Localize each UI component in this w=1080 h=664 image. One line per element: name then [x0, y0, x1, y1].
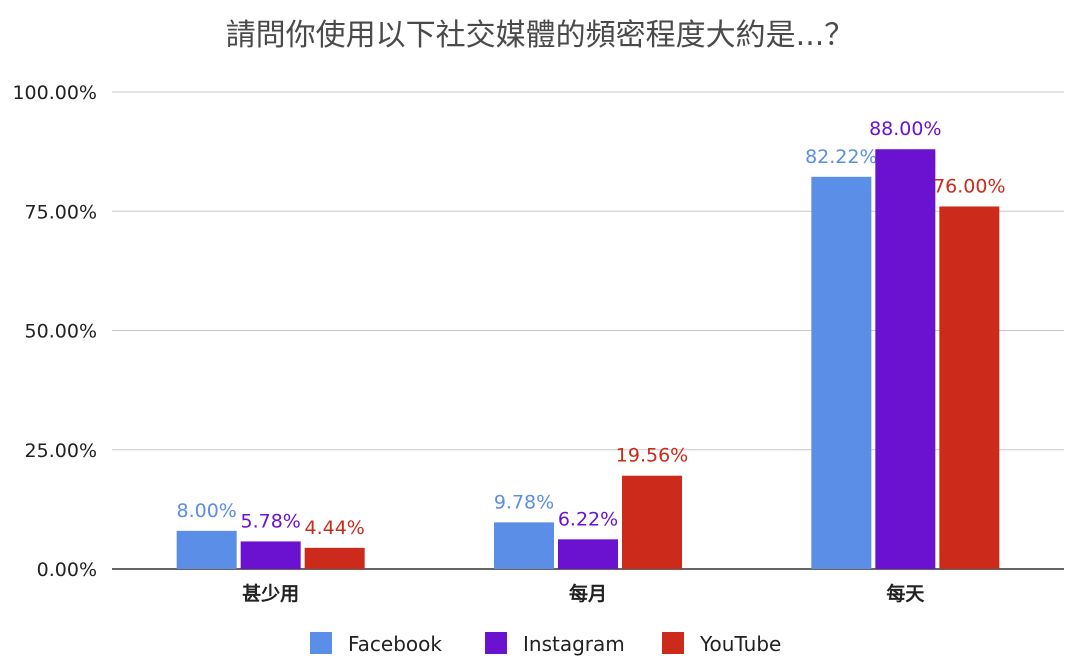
legend-label: Instagram	[523, 632, 625, 656]
data-label: 8.00%	[176, 500, 236, 522]
data-label: 82.22%	[805, 146, 877, 168]
legend-label: Facebook	[348, 632, 442, 656]
data-label: 9.78%	[494, 491, 554, 513]
bar-facebook	[176, 530, 237, 569]
data-label: 88.00%	[869, 118, 941, 140]
chart-title: 請問你使用以下社交媒體的頻密程度大約是...？	[226, 18, 855, 53]
data-label: 6.22%	[558, 508, 618, 530]
bar-instagram	[875, 149, 936, 570]
data-label: 19.56%	[616, 445, 688, 467]
data-label: 76.00%	[933, 175, 1005, 197]
y-tick-label: 100.00%	[12, 82, 97, 104]
bar-instagram	[558, 539, 618, 569]
data-label: 4.44%	[304, 517, 364, 539]
bar-youtube	[304, 547, 365, 569]
legend-swatch	[310, 632, 332, 654]
bar-instagram	[240, 541, 301, 569]
bars: 8.00% 5.78% 4.44% 9.78%6.22% 19.56% 82.22% 88.…	[176, 118, 1006, 570]
legend-label: YouTube	[699, 632, 781, 656]
bar-facebook	[494, 522, 554, 569]
y-tick-label: 0.00%	[37, 559, 97, 581]
legend-swatch	[485, 632, 507, 654]
x-tick-label: 每月	[569, 582, 607, 605]
bar-facebook	[811, 176, 872, 569]
data-label: 5.78%	[240, 510, 300, 532]
bar-youtube	[622, 475, 682, 569]
y-tick-label: 50.00%	[25, 321, 97, 343]
y-tick-label: 25.00%	[25, 440, 97, 462]
x-axis: 甚少用 每月 每天	[242, 582, 925, 605]
bar-youtube	[939, 206, 1000, 570]
legend: Facebook Instagram YouTube	[310, 632, 781, 656]
x-tick-label: 每天	[886, 582, 925, 605]
y-tick-label: 75.00%	[25, 201, 97, 223]
y-axis: 0.00% 25.00% 50.00% 75.00% 100.00%	[12, 82, 97, 581]
x-tick-label: 甚少用	[242, 582, 299, 605]
legend-swatch	[662, 632, 684, 654]
